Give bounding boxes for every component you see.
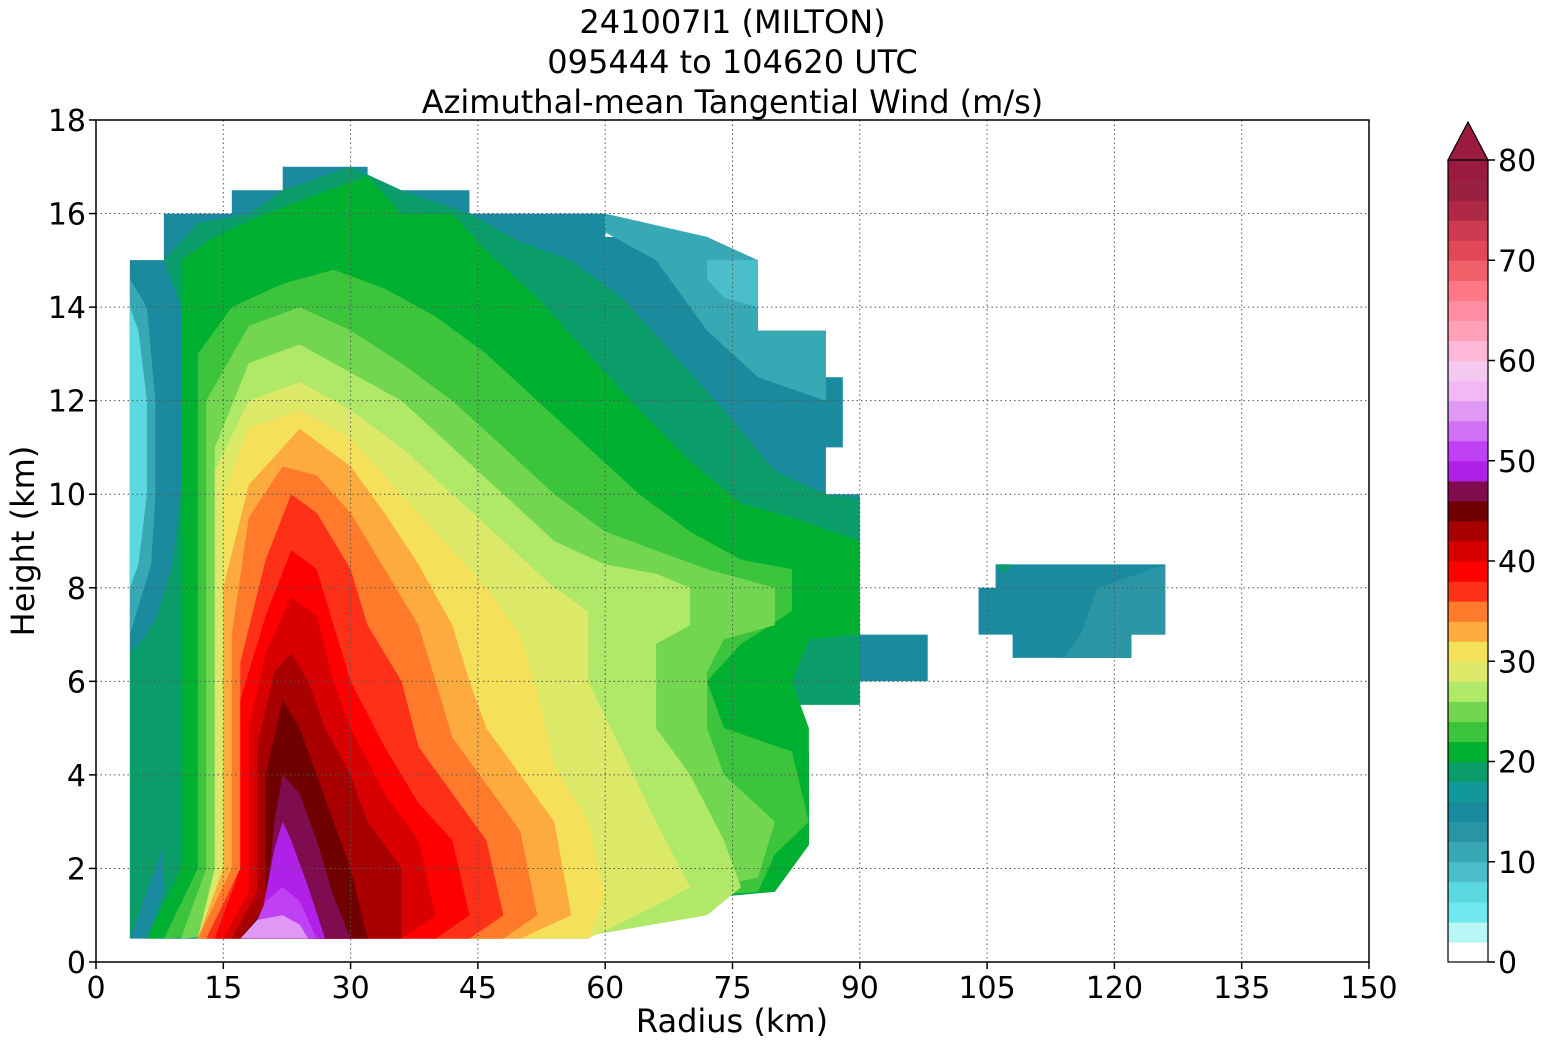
colorbar-segment: [1448, 701, 1488, 722]
colorbar-tick-label: 60: [1498, 345, 1536, 380]
colorbar-segment: [1448, 721, 1488, 743]
colorbar-segment: [1448, 200, 1488, 221]
colorbar-segment: [1448, 280, 1488, 301]
y-tick-label: 16: [48, 198, 86, 233]
grid: [96, 120, 1369, 962]
colorbar-tick-label: 0: [1498, 946, 1517, 981]
colorbar-segment: [1448, 260, 1488, 281]
colorbar-segment: [1448, 480, 1488, 502]
x-axis-label: Radius (km): [636, 1002, 828, 1040]
x-tick-label: 105: [958, 971, 1015, 1006]
y-tick-label: 8: [67, 572, 86, 607]
colorbar-segment: [1448, 841, 1488, 863]
colorbar-tick-label: 50: [1498, 445, 1536, 480]
colorbar-segment: [1448, 340, 1488, 362]
plot-area: [129, 166, 1166, 939]
colorbar-segment: [1448, 601, 1488, 622]
colorbar-segment: [1448, 540, 1488, 562]
contour-inner-cyan: [129, 307, 147, 588]
colorbar-tick-label: 40: [1498, 545, 1536, 580]
x-tick-label: 150: [1340, 971, 1397, 1006]
contour-rainband-green: [995, 564, 1013, 574]
y-tick-label: 12: [48, 385, 86, 420]
y-tick-label: 4: [67, 759, 86, 794]
y-tick-label: 6: [67, 665, 86, 700]
colorbar-extend-arrow: [1447, 120, 1489, 161]
x-tick-label: 90: [841, 971, 879, 1006]
contour-pink-violet: [240, 915, 309, 939]
chart-title-line2: 095444 to 104620 UTC: [547, 43, 918, 81]
colorbar-tick-label: 10: [1498, 846, 1536, 881]
y-axis: 0 2 4 6 8 10 12 14 16 18: [48, 104, 96, 981]
colorbar-segment: [1448, 420, 1488, 442]
colorbar-tick-label: 30: [1498, 645, 1536, 680]
y-tick-label: 2: [67, 852, 86, 887]
colorbar-tick-label: 80: [1498, 144, 1536, 179]
x-tick-label: 120: [1086, 971, 1143, 1006]
colorbar-segment: [1448, 400, 1488, 422]
colorbar: 0 10 20 30 40 50 60 70 80: [1447, 120, 1536, 981]
colorbar-segment: [1448, 921, 1488, 943]
x-tick-label: 45: [459, 971, 497, 1006]
contour-teal-light: [605, 213, 826, 401]
y-tick-label: 0: [67, 946, 86, 981]
x-tick-label: 0: [86, 971, 105, 1006]
colorbar-segment: [1448, 621, 1488, 642]
x-tick-label: 135: [1213, 971, 1270, 1006]
colorbar-segment: [1448, 440, 1488, 462]
colorbar-segment: [1448, 520, 1488, 542]
colorbar-segment: [1448, 661, 1488, 682]
colorbar-segment: [1448, 761, 1488, 783]
colorbar-segment: [1448, 500, 1488, 522]
colorbar-segment: [1448, 681, 1488, 702]
colorbar-segment: [1448, 320, 1488, 342]
y-tick-label: 14: [48, 291, 86, 326]
chart-title-line3: Azimuthal-mean Tangential Wind (m/s): [421, 83, 1044, 121]
colorbar-segment: [1448, 741, 1488, 763]
colorbar-segment: [1448, 180, 1488, 201]
colorbar-segment: [1448, 240, 1488, 261]
y-tick-label: 18: [48, 104, 86, 139]
x-tick-label: 60: [586, 971, 624, 1006]
y-axis-label: Height (km): [4, 446, 42, 637]
colorbar-segment: [1448, 821, 1488, 843]
x-tick-label: 75: [713, 971, 751, 1006]
colorbar-tick-label: 20: [1498, 746, 1536, 781]
x-axis: 0 15 30 45 60 75 90 105 120 135 150: [86, 962, 1398, 1006]
chart-title-line1: 241007I1 (MILTON): [579, 3, 886, 41]
x-tick-label: 30: [332, 971, 370, 1006]
colorbar-segment: [1448, 901, 1488, 923]
colorbar-segment: [1448, 561, 1488, 582]
colorbar-segment: [1448, 581, 1488, 602]
y-tick-label: 10: [48, 478, 86, 513]
colorbar-segment: [1448, 460, 1488, 482]
colorbar-segment: [1448, 360, 1488, 382]
colorbar-segment: [1448, 881, 1488, 903]
colorbar-segment: [1448, 160, 1488, 181]
colorbar-segment: [1448, 781, 1488, 803]
colorbar-segment: [1448, 380, 1488, 402]
colorbar-segment: [1448, 941, 1488, 963]
colorbar-segment: [1448, 801, 1488, 823]
x-tick-label: 15: [204, 971, 242, 1006]
colorbar-segment: [1448, 220, 1488, 241]
colorbar-segment: [1448, 641, 1488, 662]
contour-cyan: [707, 260, 758, 308]
colorbar-segment: [1448, 861, 1488, 883]
colorbar-segment: [1448, 300, 1488, 321]
contour-inner-dark-green: [129, 587, 164, 939]
colorbar-tick-label: 70: [1498, 244, 1536, 279]
